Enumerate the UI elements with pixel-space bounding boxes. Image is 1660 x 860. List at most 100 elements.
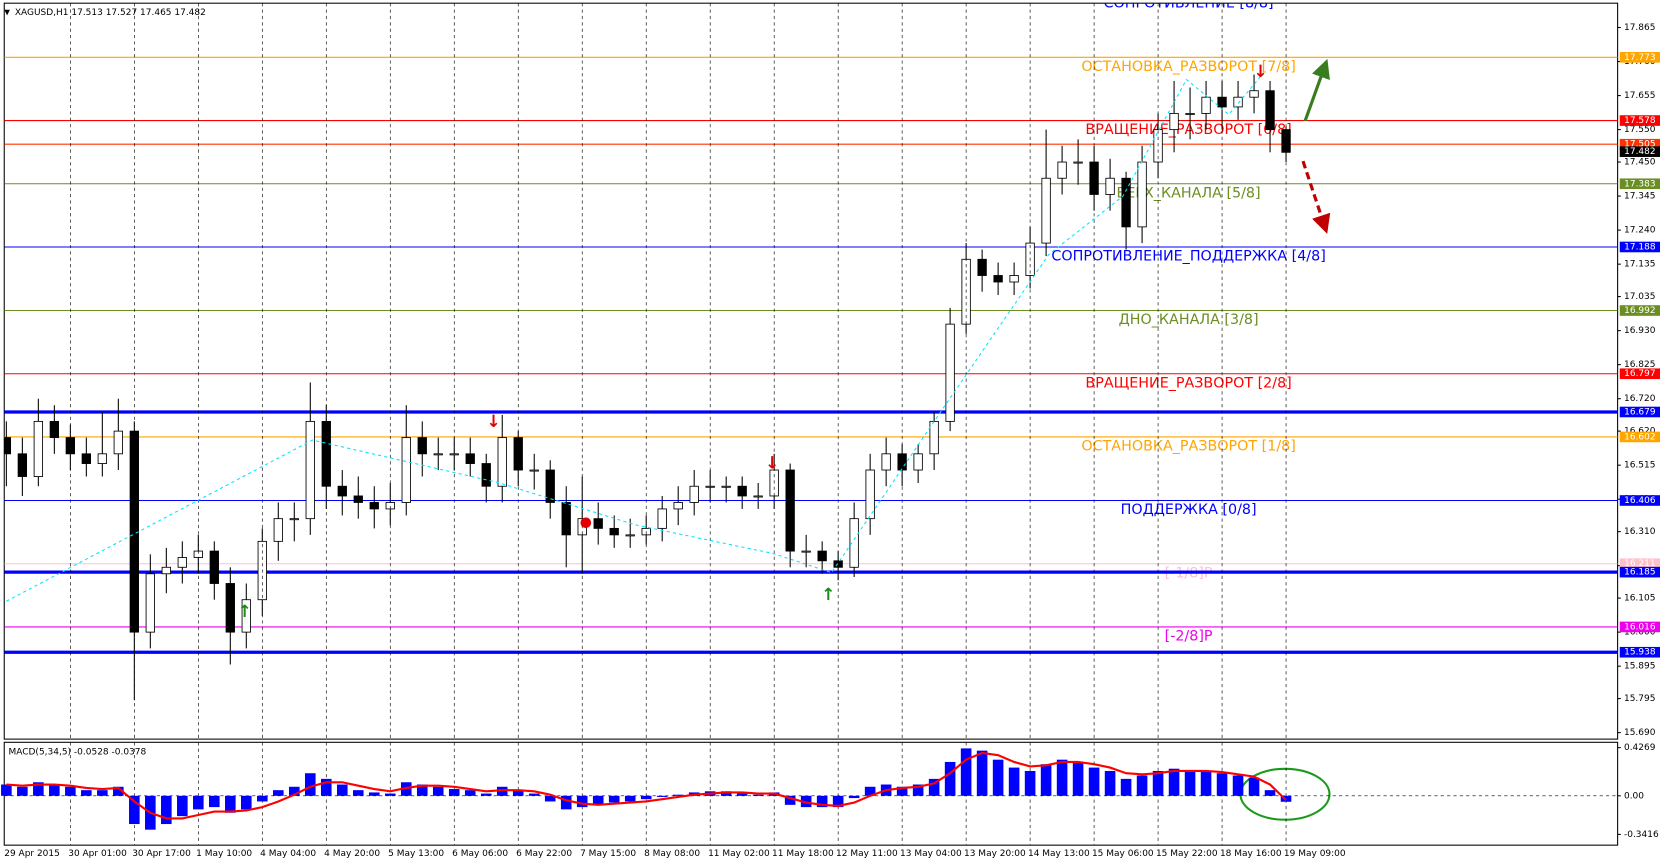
macd-bar: [576, 795, 588, 808]
level-price: 16.211: [1624, 559, 1655, 569]
buy-arrow: ↑: [821, 584, 835, 604]
macd-bar: [1072, 761, 1084, 796]
last-price: 17.482: [1624, 147, 1655, 157]
level-price-box: [1619, 52, 1660, 63]
x-tick-label: 6 May 22:00: [516, 849, 572, 859]
macd-bar: [320, 778, 332, 796]
level-price-box: [1619, 305, 1660, 316]
macd-bar: [912, 784, 924, 796]
macd-bar: [720, 791, 732, 796]
candle-body: [529, 469, 539, 472]
candle-body: [561, 502, 571, 536]
candle-body: [929, 420, 939, 455]
macd-bar: [129, 795, 140, 825]
candle-body: [321, 420, 331, 487]
macd-bar: [1, 784, 12, 796]
candle-body: [209, 550, 219, 584]
macd-bar: [304, 773, 316, 796]
level-price-box: [1619, 646, 1660, 658]
macd-bar: [848, 795, 860, 799]
macd-bar: [65, 786, 76, 796]
macd-bar: [672, 794, 684, 796]
candle-body: [33, 420, 44, 477]
macd-bar: [1136, 775, 1148, 796]
macd-bar: [624, 795, 636, 802]
candle-body: [417, 437, 427, 455]
macd-bar: [496, 786, 508, 796]
y-tick-label: 16.310: [1624, 527, 1656, 537]
y-tick-label: -0.3416: [1624, 830, 1659, 840]
candle-body: [849, 518, 859, 568]
candle-body: [465, 453, 475, 464]
sell-arrow: ↓: [487, 411, 501, 431]
y-tick-label: 17.655: [1624, 91, 1655, 101]
level-label: ПОДДЕРЖКА [0/8]: [1121, 502, 1257, 518]
candle-body: [1041, 177, 1051, 244]
macd-bar: [800, 795, 812, 808]
level-price: 16.602: [1624, 432, 1655, 442]
macd-bar: [288, 786, 300, 796]
x-tick-label: 4 May 20:00: [324, 849, 380, 859]
y-tick-label: 17.865: [1624, 23, 1655, 33]
macd-bar: [49, 784, 60, 796]
x-tick-label: 30 Apr 17:00: [132, 849, 191, 859]
y-tick-label: 16.000: [1624, 628, 1656, 638]
candle-body: [625, 534, 635, 537]
x-tick-label: 11 May 02:00: [708, 849, 770, 859]
candle-body: [481, 463, 491, 487]
candle-body: [49, 420, 60, 439]
candle-body: [1137, 161, 1147, 228]
x-tick-label: 15 May 06:00: [1092, 849, 1154, 859]
macd-bar: [400, 782, 412, 796]
candle-body: [177, 557, 187, 568]
macd-bar: [832, 795, 844, 808]
candle-body: [1249, 90, 1259, 98]
x-tick-label: 18 May 16:00: [1220, 849, 1282, 859]
macd-bar: [1232, 775, 1244, 796]
level-price: 16.992: [1624, 306, 1655, 316]
menu-triangle: ▼: [4, 8, 10, 17]
candle-body: [881, 453, 891, 471]
x-tick-label: 1 May 10:00: [196, 849, 252, 859]
macd-bar: [1184, 770, 1196, 796]
macd-bar: [352, 790, 364, 796]
y-tick-label: 15.690: [1624, 728, 1656, 738]
level-label: [-2/8]P: [1165, 628, 1213, 644]
macd-bar: [384, 793, 396, 796]
x-tick-label: 6 May 06:00: [452, 849, 508, 859]
macd-bar: [209, 795, 220, 808]
candle-body: [449, 453, 459, 456]
price-plot: СОПРОТИВЛЕНИЕ [8/8] ОСТАНОВКА_РАЗВОРОТ [7…: [4, 3, 1618, 701]
macd-bar: [113, 786, 124, 796]
macd-bar: [864, 786, 876, 796]
x-tick-label: 30 Apr 01:00: [68, 849, 127, 859]
candle-body: [113, 430, 123, 455]
candle-body: [945, 323, 955, 422]
candle-body: [1201, 96, 1211, 114]
macd-bar: [81, 790, 92, 796]
macd-bar: [97, 790, 108, 796]
x-tick-label: 14 May 13:00: [1028, 849, 1090, 859]
candle-body: [161, 566, 171, 575]
candle-body: [817, 550, 827, 562]
macd-bar: [1120, 778, 1132, 796]
x-tick-label: 19 May 09:00: [1284, 849, 1346, 859]
candle-body: [1265, 90, 1275, 131]
x-tick-label: 11 May 18:00: [772, 849, 834, 859]
macd-bar: [512, 790, 524, 796]
level-price: 17.188: [1624, 242, 1656, 252]
macd-bar: [1024, 770, 1036, 796]
y-tick-label: 17.035: [1624, 292, 1655, 302]
candle-body: [609, 527, 619, 536]
macd-bar: [33, 782, 44, 796]
candle-body: [305, 420, 315, 520]
macd-bar: [432, 786, 444, 796]
candle-body: [337, 485, 347, 497]
y-tick-label: 15.795: [1624, 694, 1655, 704]
candle-body: [401, 437, 411, 503]
level-label: ВРАЩЕНИЕ_РАЗВОРОТ [6/8]: [1085, 122, 1291, 138]
last-price-box: [1619, 146, 1660, 157]
x-tick-label: 13 May 04:00: [900, 849, 962, 859]
macd-bar: [608, 795, 620, 803]
